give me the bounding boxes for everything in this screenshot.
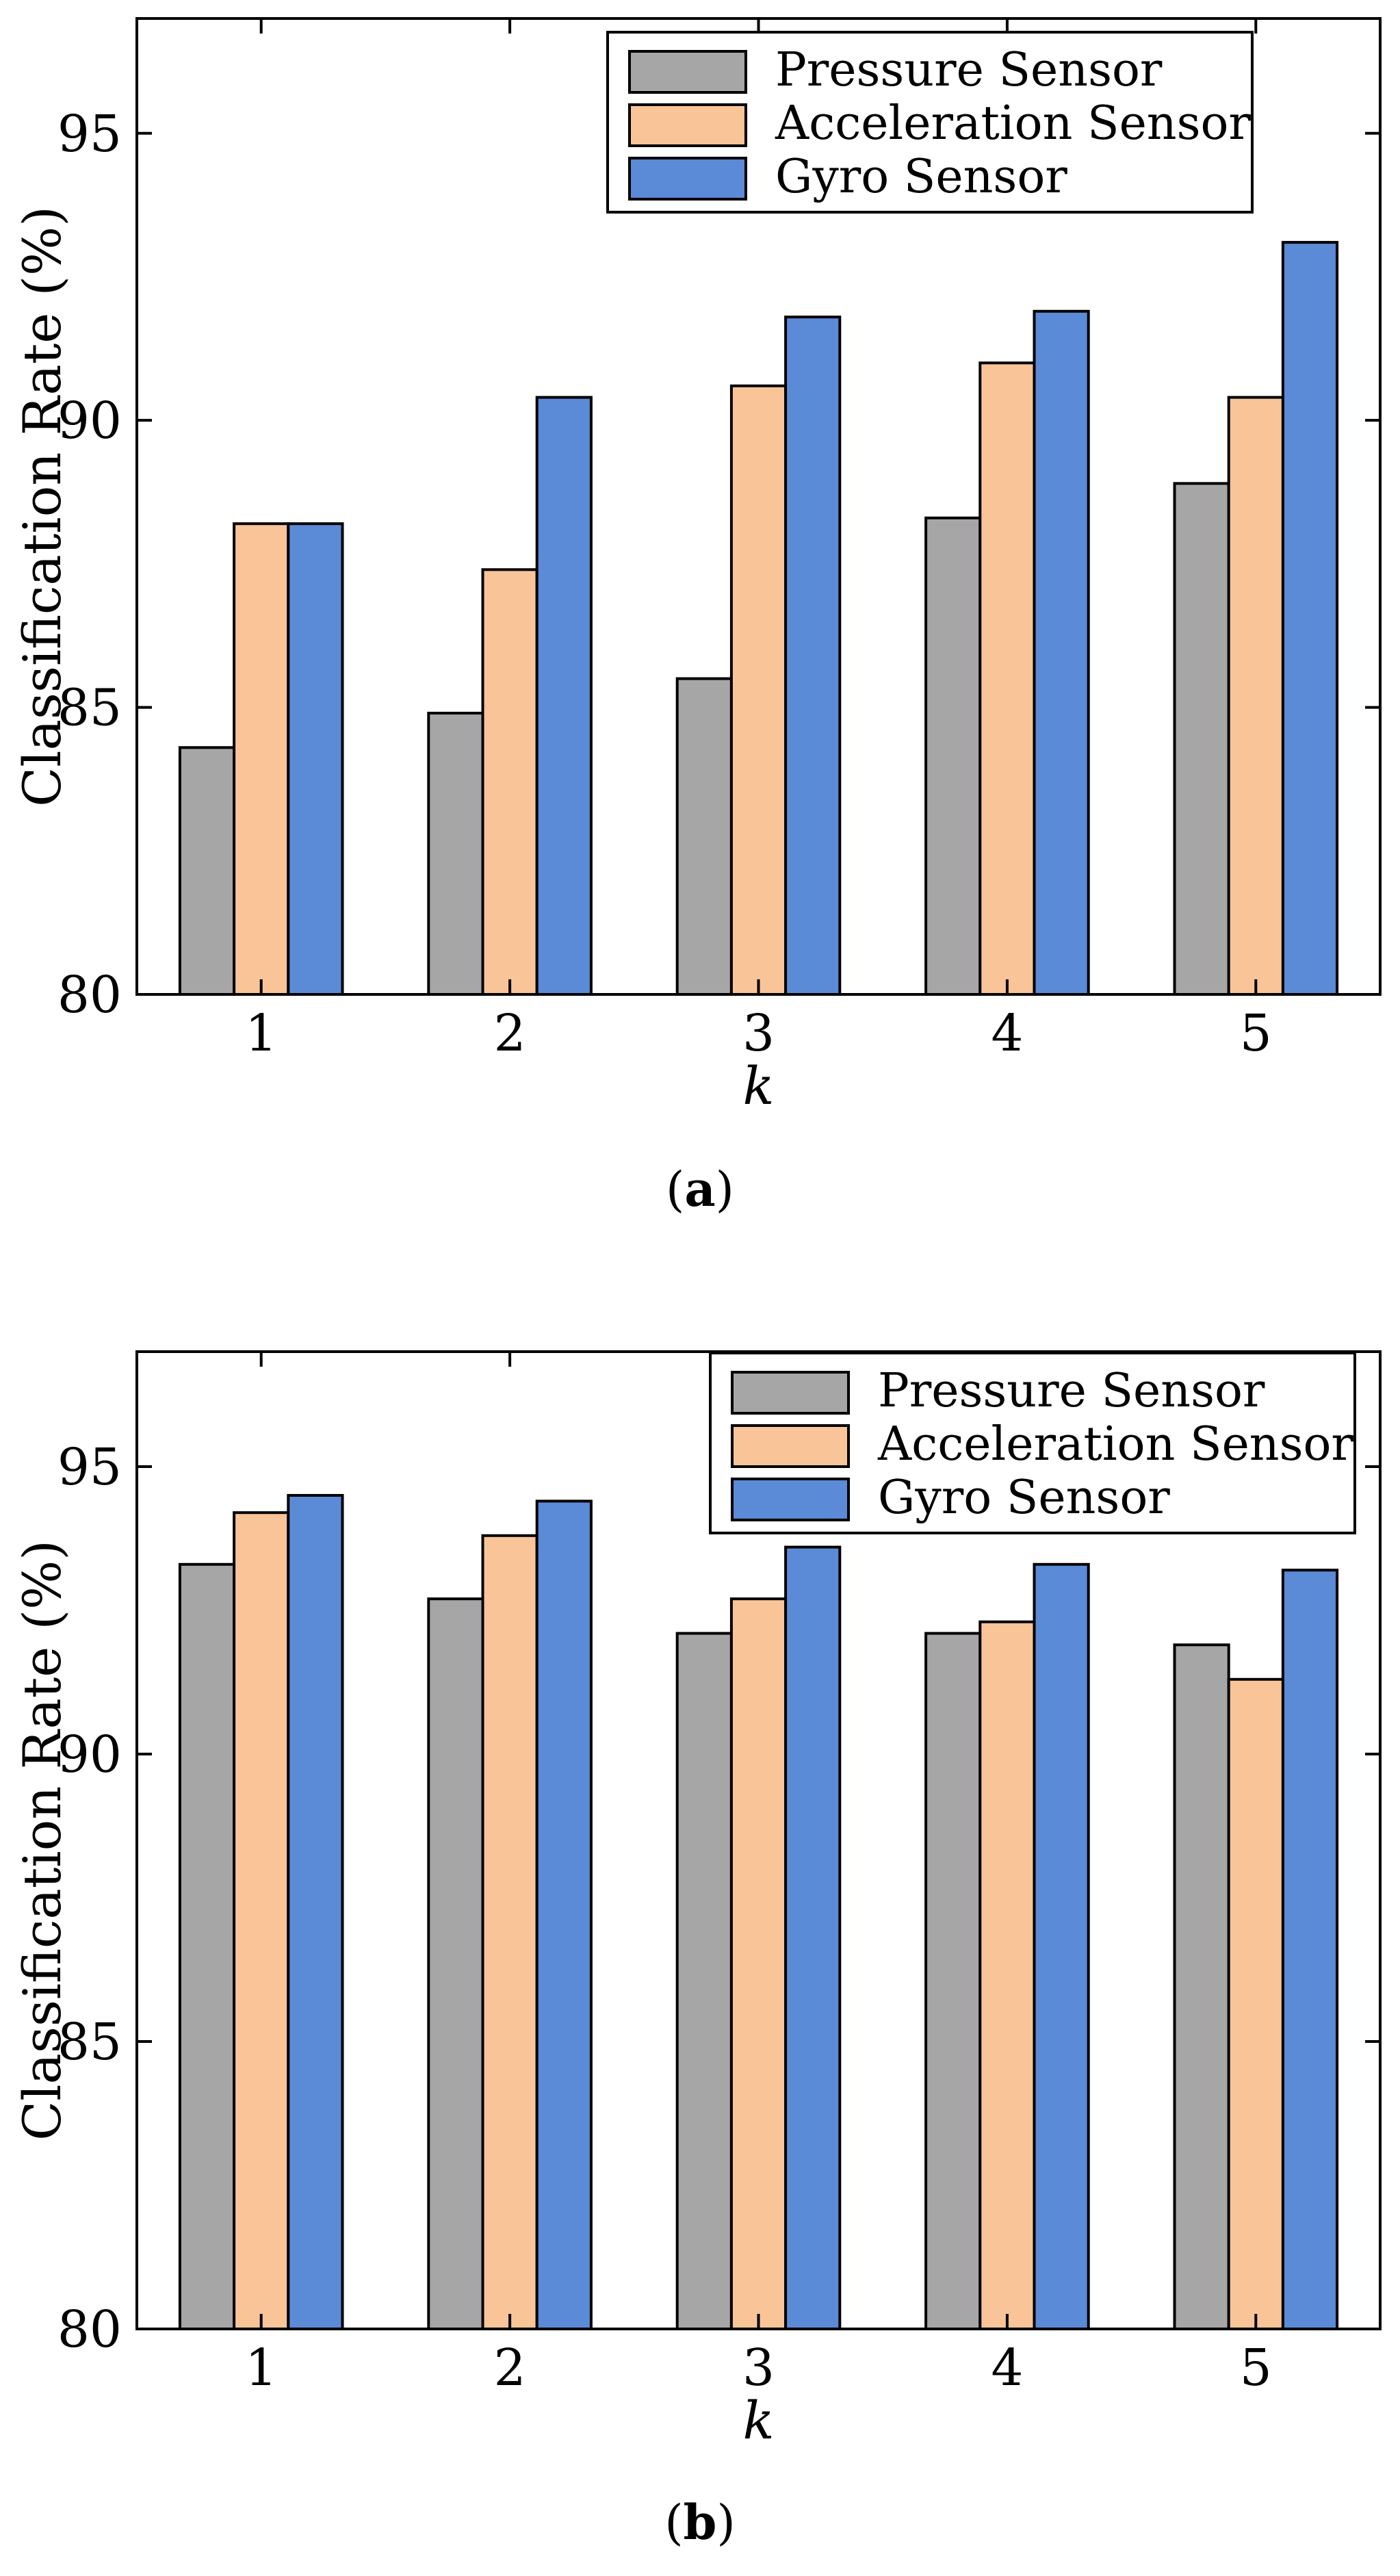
bar-pressure-sensor-k4	[924, 516, 982, 996]
x-tick-label: 5	[1240, 2339, 1272, 2397]
y-axis-title: Classification Rate (%)	[12, 206, 73, 807]
y-tick-label: 80	[57, 966, 122, 1025]
y-tick-label: 90	[57, 1725, 122, 1784]
bar-acceleration-sensor-k2	[481, 568, 539, 996]
bar-gyro-sensor-k2	[535, 396, 593, 996]
bar-pressure-sensor-k5	[1173, 1643, 1230, 2330]
chart-panel-b: 80 85 90 95 1 2 3 4 5 k Classification Rate (%) Pre…	[12, 1350, 1382, 2551]
bar-acceleration-sensor-k4	[978, 361, 1036, 996]
bar-pressure-sensor-k4	[924, 1632, 982, 2331]
chart-panel-a: 80 85 90 95 1 2 3 4 5 k Classification Rate (%) Pre…	[12, 17, 1382, 1218]
x-axis-title: k	[742, 2390, 774, 2451]
y-axis-title: Classification Rate (%)	[12, 1540, 73, 2141]
legend-swatch-acceleration-sensor	[628, 103, 747, 147]
y-tick-label: 95	[57, 1438, 122, 1497]
bar-acceleration-sensor-k1	[233, 1511, 290, 2330]
legend-label: Acceleration Sensor	[775, 96, 1251, 151]
bar-gyro-sensor-k3	[784, 1545, 842, 2331]
legend-label: Acceleration Sensor	[877, 1417, 1353, 1471]
x-tick-label: 3	[742, 1004, 775, 1063]
bar-gyro-sensor-k1	[287, 1494, 344, 2330]
x-tick-label: 3	[742, 2339, 775, 2397]
bar-gyro-sensor-k3	[784, 315, 842, 996]
panel-caption: (a)	[666, 1161, 734, 1218]
caption-letter: a	[684, 1161, 715, 1218]
y-tick-label: 80	[57, 2300, 122, 2359]
bar-acceleration-sensor-k3	[729, 1597, 788, 2330]
bar-pressure-sensor-k3	[675, 1632, 733, 2331]
bar-pressure-sensor-k5	[1173, 482, 1230, 996]
x-tick-label: 2	[494, 2339, 526, 2397]
bar-gyro-sensor-k4	[1033, 1562, 1090, 2330]
bar-acceleration-sensor-k2	[481, 1534, 539, 2330]
bar-gyro-sensor-k5	[1281, 241, 1339, 996]
bar-acceleration-sensor-k4	[978, 1620, 1036, 2330]
caption-close: )	[716, 2495, 735, 2551]
x-tick-label: 5	[1240, 1004, 1272, 1063]
panel-caption: (b)	[664, 2494, 736, 2551]
bar-pressure-sensor-k2	[427, 1597, 484, 2330]
legend-label: Pressure Sensor	[775, 43, 1163, 97]
bar-acceleration-sensor-k3	[729, 384, 788, 996]
y-tick-label: 90	[57, 391, 122, 450]
legend-label: Pressure Sensor	[878, 1364, 1265, 1418]
x-tick-label: 1	[245, 2339, 277, 2397]
legend-swatch-pressure-sensor	[628, 50, 747, 94]
bar-gyro-sensor-k2	[535, 1499, 593, 2330]
bar-acceleration-sensor-k1	[233, 522, 290, 996]
bar-gyro-sensor-k1	[287, 522, 344, 996]
bar-pressure-sensor-k1	[178, 746, 236, 996]
legend-swatch-gyro-sensor	[628, 157, 747, 201]
legend-swatch-acceleration-sensor	[731, 1424, 850, 1468]
y-tick-label: 85	[57, 2013, 122, 2072]
legend-label: Gyro Sensor	[775, 150, 1067, 204]
bar-gyro-sensor-k4	[1033, 309, 1090, 996]
bar-gyro-sensor-k5	[1281, 1569, 1339, 2330]
y-tick-label: 85	[57, 679, 122, 738]
caption-open: (	[666, 1161, 684, 1218]
x-tick-label: 4	[991, 2339, 1023, 2397]
x-axis-title: k	[742, 1055, 774, 1116]
bar-pressure-sensor-k1	[178, 1562, 236, 2330]
legend-label: Gyro Sensor	[878, 1471, 1170, 1525]
legend-swatch-gyro-sensor	[731, 1478, 850, 1521]
x-tick-label: 4	[991, 1004, 1023, 1063]
caption-close: )	[716, 1161, 734, 1218]
x-tick-label: 1	[245, 1004, 277, 1063]
bar-acceleration-sensor-k5	[1227, 396, 1284, 996]
caption-open: (	[664, 2495, 683, 2551]
bar-pressure-sensor-k3	[675, 677, 733, 996]
legend-swatch-pressure-sensor	[731, 1371, 850, 1415]
y-tick-label: 95	[57, 105, 122, 164]
x-tick-label: 2	[494, 1004, 526, 1063]
caption-letter: b	[684, 2494, 717, 2551]
bar-acceleration-sensor-k5	[1227, 1677, 1284, 2331]
bar-pressure-sensor-k2	[427, 712, 484, 996]
